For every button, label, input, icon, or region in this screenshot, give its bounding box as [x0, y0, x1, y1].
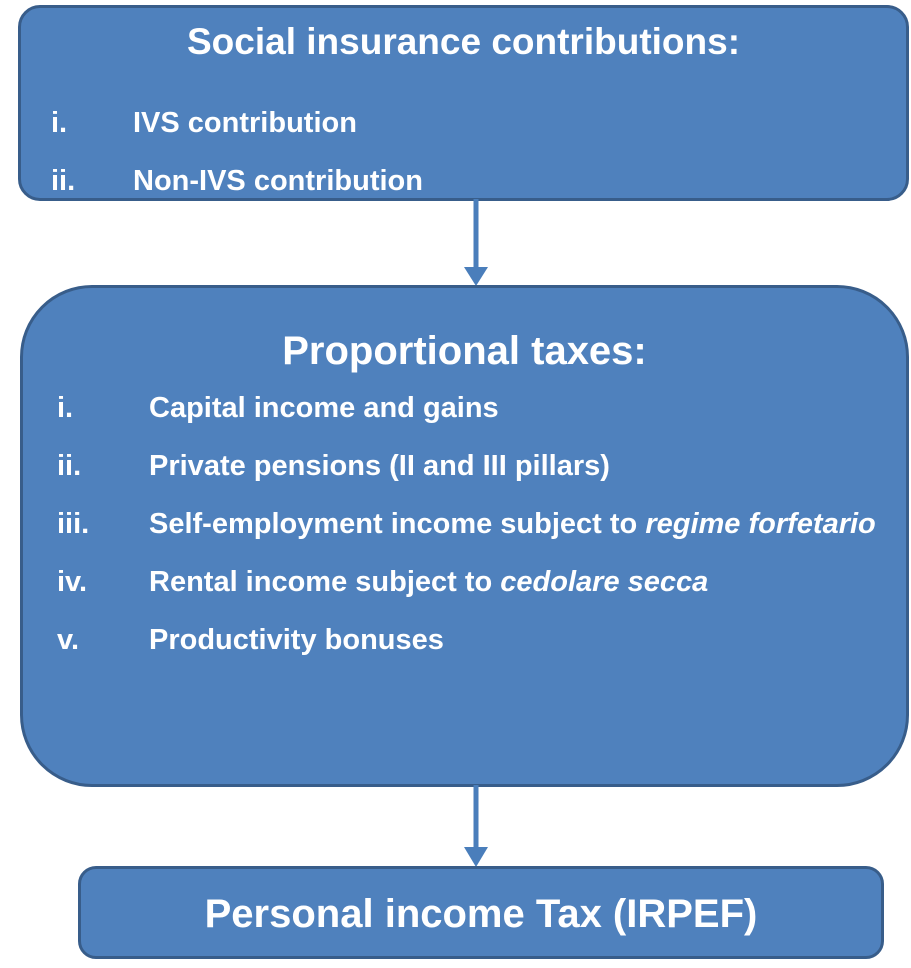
item-emphasis: cedolare secca: [500, 566, 709, 598]
item-text-wrap: Rental income subject to cedolare secca: [149, 553, 889, 611]
list-item: ii. Non-IVS contribution: [51, 152, 873, 210]
item-text-wrap: IVS contribution: [133, 94, 873, 152]
irpef-box: Personal income Tax (IRPEF): [78, 866, 884, 959]
item-marker: ii.: [57, 450, 82, 482]
arrow-head: [464, 267, 488, 286]
arrow-head: [464, 847, 488, 867]
item-marker: i.: [57, 392, 74, 424]
item-text: Private pensions (II and III pillars): [149, 450, 610, 482]
item-text: Self-employment income subject to: [149, 508, 638, 540]
item-marker: ii.: [51, 165, 76, 197]
list-item: i. IVS contribution: [51, 94, 873, 152]
item-text-wrap: Self-employment income subject to regime…: [149, 495, 889, 553]
box-title: Social insurance contributions:: [186, 21, 741, 62]
item-marker: iv.: [57, 566, 88, 598]
item-text: Capital income and gains: [149, 392, 499, 424]
item-emphasis: regime forfetario: [645, 508, 876, 540]
contributions-box: Social insurance contributions: i. IVS co…: [18, 5, 909, 201]
item-text-wrap: Non-IVS contribution: [133, 152, 873, 210]
item-marker: v.: [57, 624, 80, 656]
item-text: Productivity bonuses: [149, 624, 444, 656]
item-text: Non-IVS contribution: [133, 165, 423, 197]
item-text-wrap: Productivity bonuses: [149, 611, 889, 669]
item-text: Rental income subject to: [149, 566, 493, 598]
box-title: Proportional taxes:: [282, 329, 647, 373]
proportional-box: Proportional taxes: i. Capital income and…: [20, 285, 909, 787]
list-item: i. Capital income and gains: [57, 379, 889, 437]
item-marker: i.: [51, 107, 68, 139]
list-item: iv. Rental income subject to cedolare sec…: [57, 553, 889, 611]
item-marker: iii.: [57, 508, 90, 540]
list-item: iii. Self-employment income subject to re…: [57, 495, 889, 553]
item-text-wrap: Capital income and gains: [149, 379, 889, 437]
list-item: ii. Private pensions (II and III pillars): [57, 437, 889, 495]
list-item: v. Productivity bonuses: [57, 611, 889, 669]
arrow: [464, 199, 488, 286]
item-text-wrap: Private pensions (II and III pillars): [149, 437, 889, 495]
box-title: Personal income Tax (IRPEF): [204, 892, 758, 936]
arrow: [464, 785, 488, 867]
item-text: IVS contribution: [133, 107, 357, 139]
